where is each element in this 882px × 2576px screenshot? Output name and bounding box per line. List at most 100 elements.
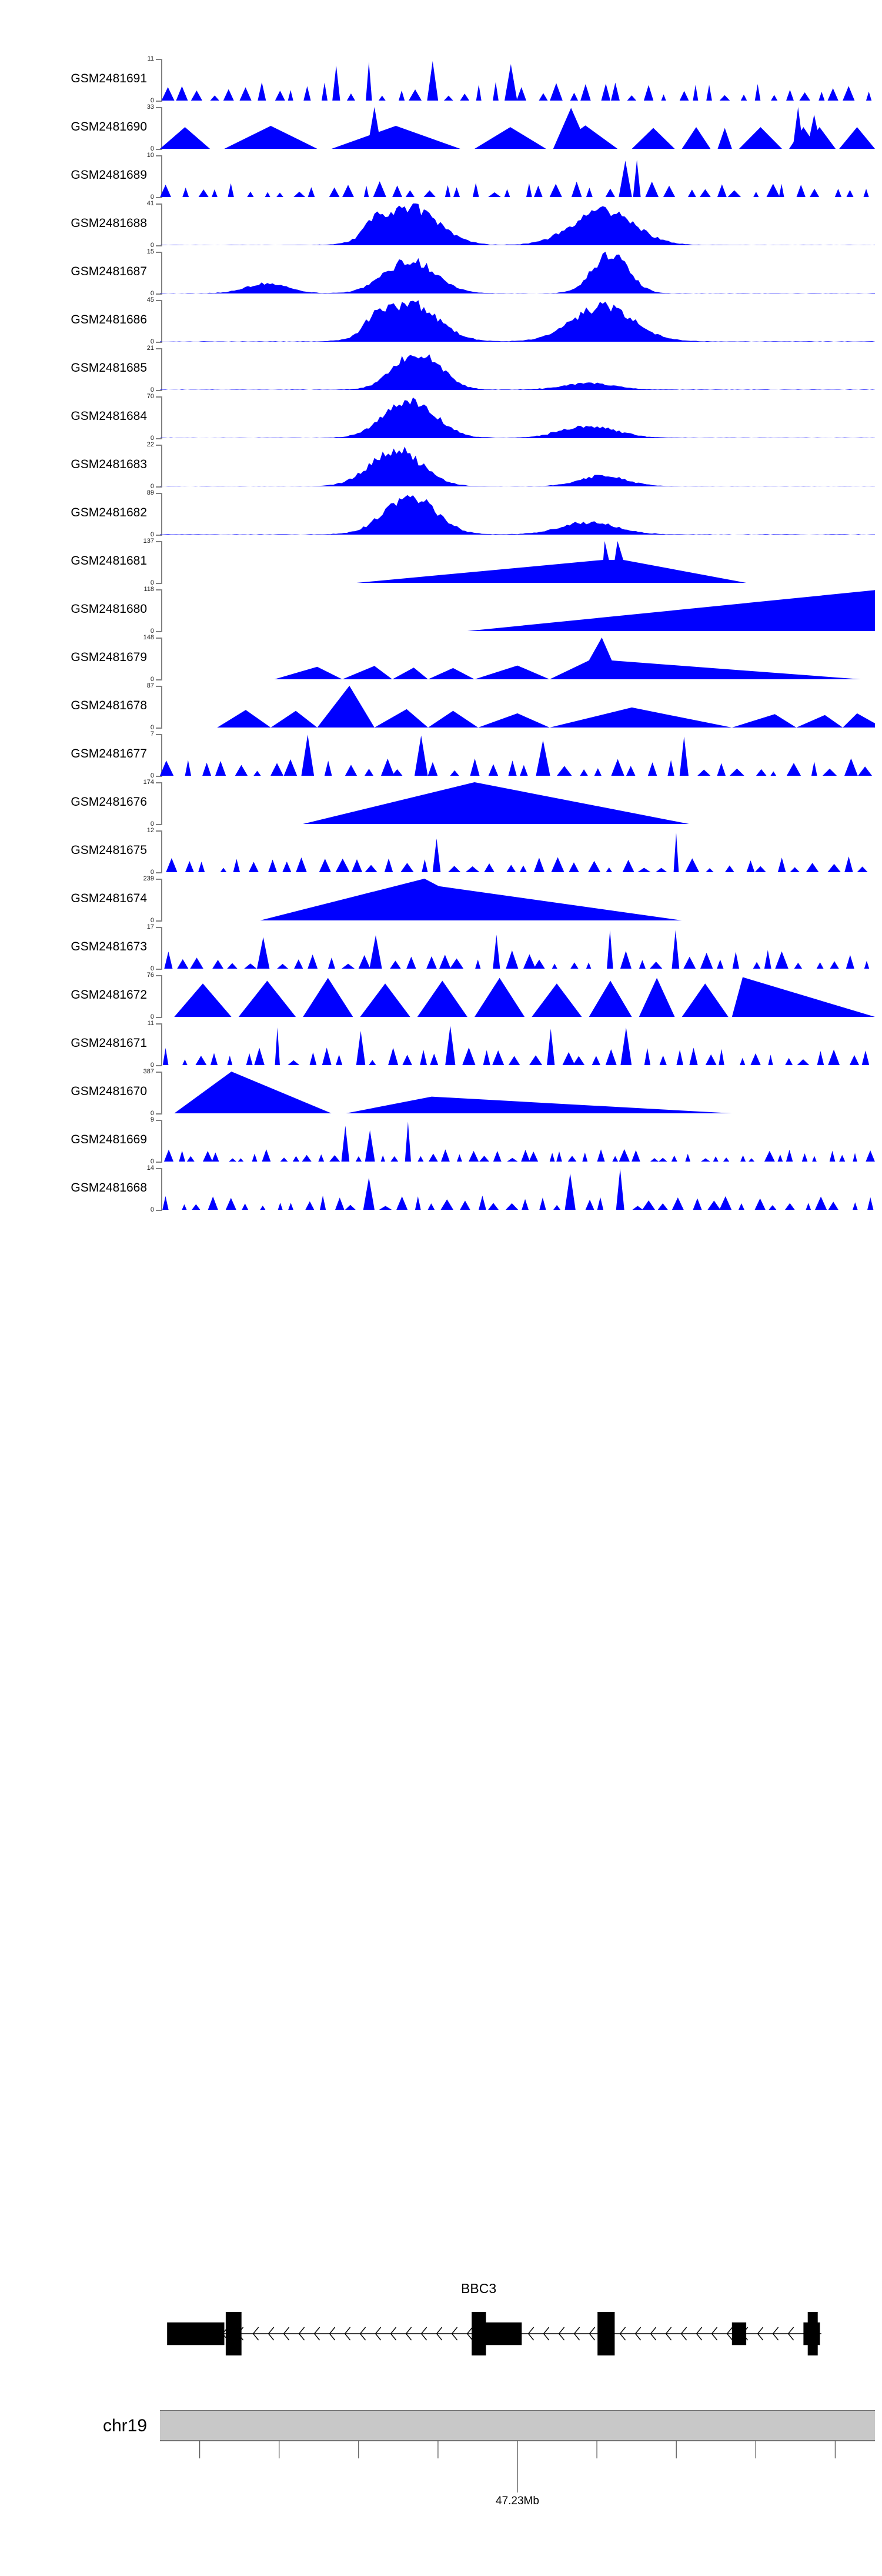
track-y-axis: 137 0 xyxy=(143,538,162,586)
strand-arrow-icon xyxy=(283,2327,290,2341)
y-axis-tick-max xyxy=(156,927,162,928)
gene-exon[interactable] xyxy=(167,2322,225,2345)
ideogram-bar[interactable] xyxy=(160,2410,875,2441)
track-y-axis: 239 0 xyxy=(143,876,162,924)
strand-arrow-icon xyxy=(650,2327,657,2341)
coverage-track: GSM2481668 14 0 xyxy=(0,1165,882,1213)
track-label: GSM2481687 xyxy=(71,265,147,278)
coverage-plot-area xyxy=(160,686,875,728)
strand-arrow-icon xyxy=(451,2327,458,2341)
y-axis-tick-max xyxy=(156,975,162,976)
strand-arrow-icon xyxy=(375,2327,382,2341)
y-axis-max-label: 174 xyxy=(143,779,154,786)
track-label: GSM2481688 xyxy=(71,216,147,230)
y-axis-min-label: 0 xyxy=(150,772,154,779)
strand-arrow-icon xyxy=(390,2327,397,2341)
track-label: GSM2481675 xyxy=(71,843,147,857)
coverage-plot-area xyxy=(160,589,875,631)
track-y-axis: 41 0 xyxy=(146,200,162,249)
strand-arrow-icon xyxy=(757,2327,764,2341)
track-y-axis: 11 0 xyxy=(147,55,162,104)
y-axis-tick-max xyxy=(156,782,162,783)
strand-arrow-icon xyxy=(527,2327,534,2341)
y-axis-line xyxy=(161,348,162,391)
coverage-plot-area xyxy=(160,300,875,342)
y-axis-max-label: 10 xyxy=(146,152,154,159)
track-y-axis: 45 0 xyxy=(146,296,162,345)
track-label: GSM2481673 xyxy=(71,940,147,953)
strand-arrow-icon xyxy=(772,2327,779,2341)
y-axis-max-label: 11 xyxy=(147,55,154,62)
strand-arrow-icon xyxy=(359,2327,366,2341)
y-axis-max-label: 41 xyxy=(146,200,154,207)
y-axis-max-label: 89 xyxy=(146,489,154,496)
coverage-plot-area xyxy=(160,1120,875,1162)
y-axis-line xyxy=(161,1023,162,1066)
track-y-axis: 22 0 xyxy=(147,442,162,490)
coverage-plot-area xyxy=(160,59,875,101)
y-axis-max-label: 15 xyxy=(146,248,154,255)
y-axis-min-label: 0 xyxy=(150,579,154,586)
y-axis-tick-min xyxy=(156,390,162,391)
y-axis-min-label: 0 xyxy=(150,145,154,152)
coverage-track: GSM2481679 148 0 xyxy=(0,635,882,683)
y-axis-min-label: 0 xyxy=(150,965,154,972)
y-axis-min-label: 0 xyxy=(150,1013,154,1020)
coverage-area xyxy=(160,879,875,920)
gene-exon[interactable] xyxy=(225,2312,242,2355)
y-axis-tick-min xyxy=(156,1065,162,1066)
y-axis-line xyxy=(161,155,162,198)
y-axis-tick-max xyxy=(156,879,162,880)
y-axis-tick-max xyxy=(156,1023,162,1025)
coverage-track: GSM2481691 11 0 xyxy=(0,56,882,104)
y-axis-tick-max xyxy=(156,686,162,687)
y-axis-tick-min xyxy=(156,969,162,970)
y-axis-line xyxy=(161,493,162,535)
y-axis-max-label: 9 xyxy=(150,1116,154,1123)
gene-exon[interactable] xyxy=(803,2322,820,2345)
track-label: GSM2481679 xyxy=(71,650,147,664)
coverage-area xyxy=(160,203,875,245)
coverage-track: GSM2481677 7 0 xyxy=(0,731,882,779)
y-axis-min-label: 0 xyxy=(150,917,154,924)
y-axis-line xyxy=(161,1072,162,1114)
coverage-plot-area xyxy=(160,1023,875,1065)
track-label: GSM2481683 xyxy=(71,458,147,471)
coverage-track: GSM2481672 76 0 xyxy=(0,972,882,1020)
coverage-plot-area xyxy=(160,396,875,438)
y-axis-min-label: 0 xyxy=(150,290,154,297)
track-label: GSM2481672 xyxy=(71,988,147,1002)
track-y-axis: 14 0 xyxy=(147,1165,162,1213)
gene-exon[interactable] xyxy=(731,2322,747,2345)
y-axis-tick-max xyxy=(156,396,162,398)
track-y-axis: 70 0 xyxy=(147,393,162,442)
y-axis-max-label: 45 xyxy=(146,296,154,303)
coverage-plot-area xyxy=(160,830,875,872)
gene-exon[interactable] xyxy=(597,2312,615,2355)
y-axis-min-label: 0 xyxy=(150,1110,154,1117)
gene-model-track[interactable]: BBC3 xyxy=(0,2270,882,2376)
strand-arrow-icon xyxy=(543,2327,550,2341)
gene-exon[interactable] xyxy=(486,2322,522,2345)
gene-model-svg xyxy=(167,2312,821,2355)
y-axis-line xyxy=(161,541,162,583)
y-axis-tick-max xyxy=(156,493,162,494)
coverage-plot-area xyxy=(160,879,875,920)
track-y-axis: 174 0 xyxy=(143,779,162,827)
track-y-axis: 21 0 xyxy=(147,345,162,393)
y-axis-line xyxy=(161,300,162,342)
y-axis-max-label: 17 xyxy=(146,923,154,930)
strand-arrow-icon xyxy=(589,2327,596,2341)
coverage-area xyxy=(160,686,875,728)
y-axis-min-label: 0 xyxy=(150,628,154,635)
track-label: GSM2481691 xyxy=(71,72,147,85)
y-axis-line xyxy=(161,686,162,728)
y-axis-tick-min xyxy=(156,197,162,198)
genome-axis-track[interactable]: chr19 47.23Mb xyxy=(0,2405,882,2576)
strand-arrow-icon xyxy=(405,2327,412,2341)
coverage-area xyxy=(160,61,875,101)
gene-exon[interactable] xyxy=(472,2312,486,2355)
y-axis-max-label: 239 xyxy=(143,875,154,882)
track-label: GSM2481677 xyxy=(71,747,147,760)
y-axis-tick-min xyxy=(156,728,162,729)
